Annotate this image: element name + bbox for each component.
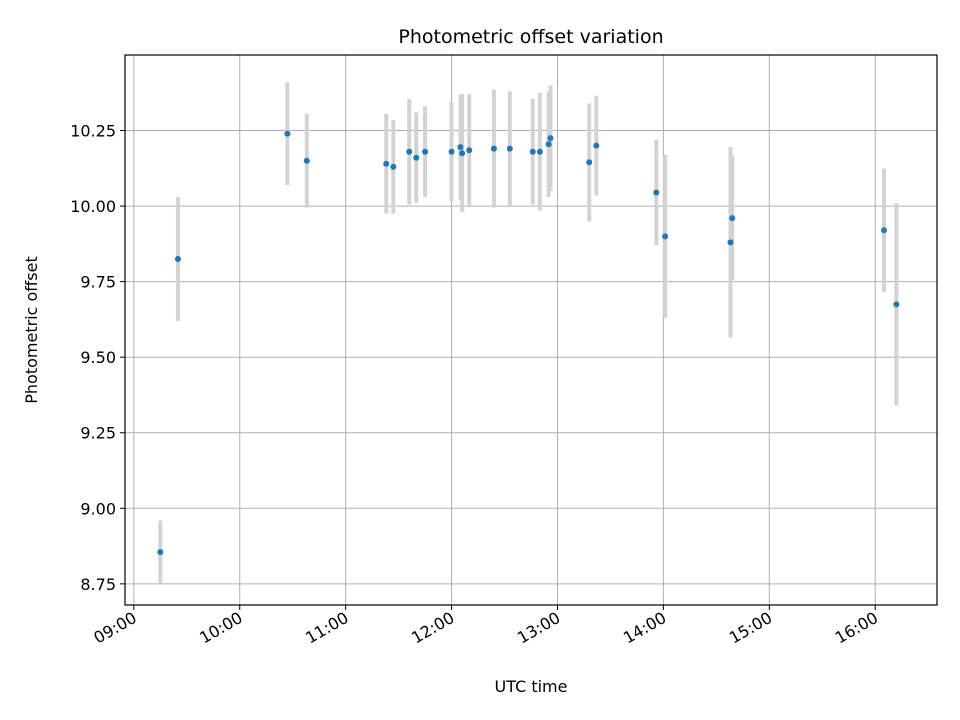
y-tick-label: 9.50 [80, 348, 116, 367]
x-axis-title: UTC time [495, 677, 568, 696]
y-axis-title: Photometric offset [22, 256, 41, 404]
data-point [157, 549, 164, 556]
data-point [457, 144, 464, 151]
y-tick-label: 9.75 [80, 273, 116, 292]
data-point [448, 148, 455, 155]
data-point [653, 189, 660, 196]
data-points [157, 130, 900, 556]
data-point [459, 150, 466, 157]
y-tick-label: 8.75 [80, 575, 116, 594]
y-tick-label: 10.00 [70, 197, 116, 216]
data-point [406, 148, 413, 155]
data-point [547, 135, 554, 142]
data-point [383, 160, 390, 167]
data-point [413, 154, 420, 161]
y-tick-label: 9.25 [80, 424, 116, 443]
data-point [881, 227, 888, 234]
data-point [490, 145, 497, 152]
data-point [506, 145, 513, 152]
data-point [729, 215, 736, 222]
data-point [545, 141, 552, 148]
data-point [284, 130, 291, 137]
data-point [893, 301, 900, 308]
grid [125, 55, 937, 605]
data-point [727, 239, 734, 246]
y-tick-label: 9.00 [80, 499, 116, 518]
data-point [536, 148, 543, 155]
y-tick-label: 10.25 [70, 122, 116, 141]
data-point [422, 148, 429, 155]
data-point [586, 159, 593, 166]
data-point [662, 233, 669, 240]
data-point [529, 148, 536, 155]
data-point [390, 163, 397, 170]
y-axis-ticks: 8.75 9.00 9.25 9.50 9.75 10.00 10.25 [70, 122, 125, 594]
plot-frame [124, 54, 938, 606]
data-point [466, 147, 473, 154]
chart-title: Photometric offset variation [398, 26, 663, 48]
data-point [174, 255, 181, 262]
data-point [593, 142, 600, 149]
data-point [303, 157, 310, 164]
